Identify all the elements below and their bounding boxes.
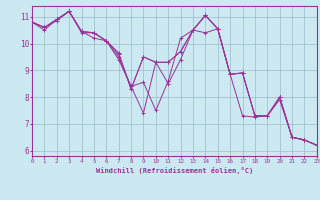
X-axis label: Windchill (Refroidissement éolien,°C): Windchill (Refroidissement éolien,°C) (96, 167, 253, 174)
